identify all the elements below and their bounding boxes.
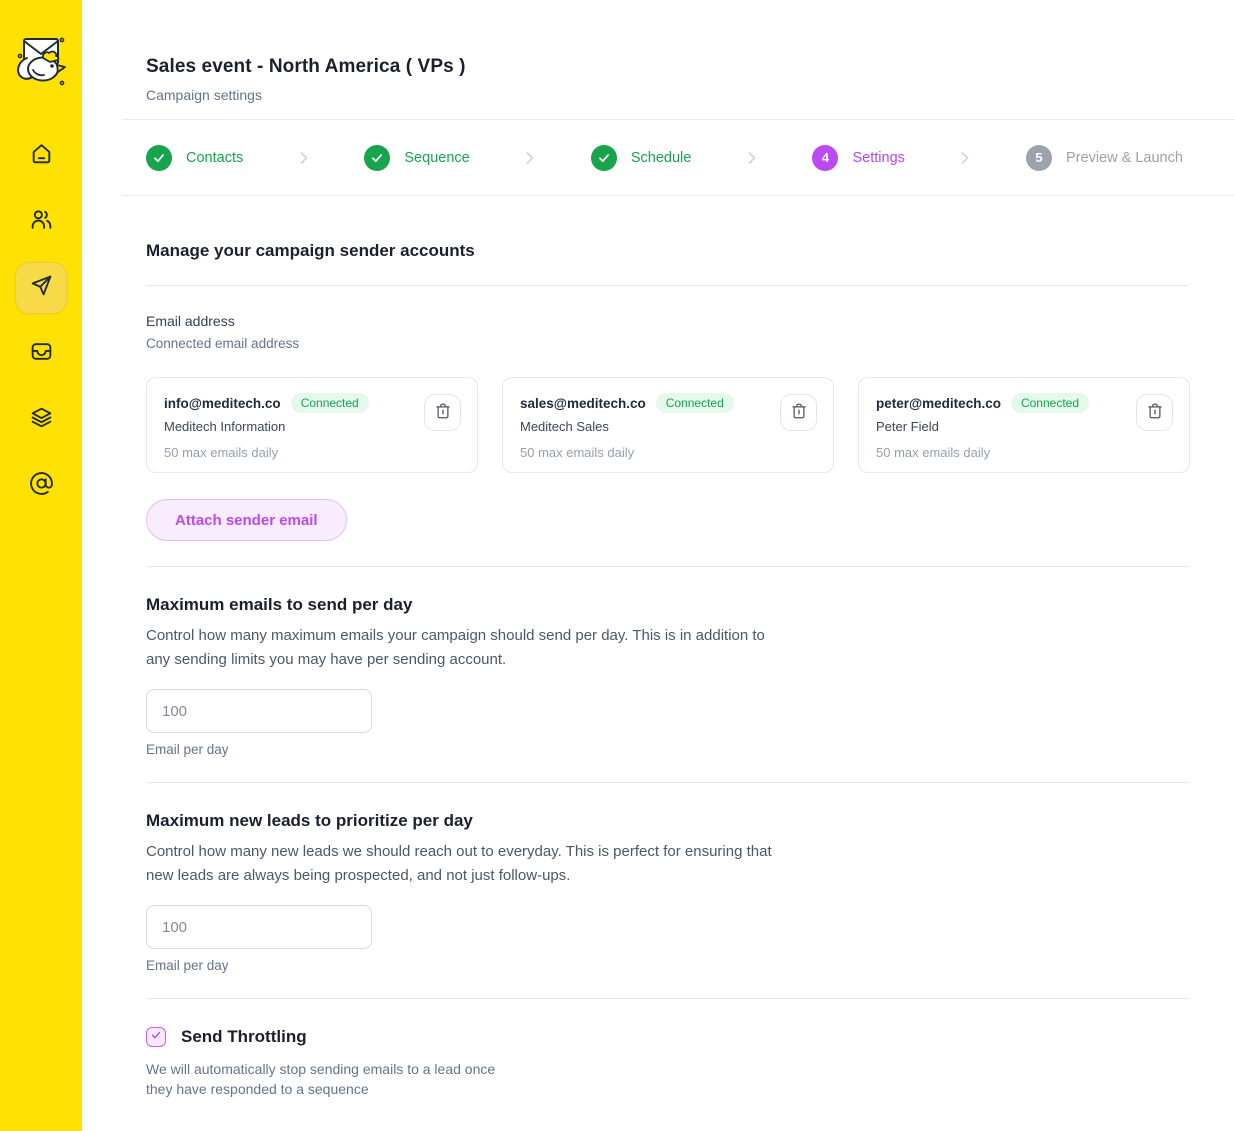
sender-limit: 50 max emails daily (876, 445, 991, 460)
send-icon (29, 273, 54, 303)
chevron-right-icon (742, 148, 762, 168)
sender-email: sales@meditech.co (520, 395, 646, 411)
sidebar-item-lists[interactable] (15, 394, 67, 446)
settings-content: Manage your campaign sender accounts Ema… (82, 241, 1190, 1099)
step-number-badge: 4 (812, 144, 839, 171)
sender-email: peter@meditech.co (876, 395, 1001, 411)
chevron-right-icon (955, 148, 975, 168)
app-logo[interactable] (13, 32, 69, 90)
status-badge: Connected (1010, 393, 1089, 413)
sidebar-item-home[interactable] (15, 130, 67, 182)
status-badge: Connected (655, 393, 734, 413)
delete-sender-button[interactable] (1136, 394, 1173, 431)
home-icon (29, 141, 54, 171)
step-label: Preview & Launch (1066, 149, 1183, 166)
page-header: Sales event - North America ( VPs ) Camp… (82, 0, 1235, 103)
status-badge: Connected (290, 393, 369, 413)
inbox-icon (29, 339, 54, 369)
sidebar-item-campaigns[interactable] (15, 262, 67, 314)
bird-mail-logo-icon (13, 37, 69, 94)
sender-card: info@meditech.co Connected Meditech Info… (146, 377, 478, 473)
trash-icon (1146, 402, 1164, 423)
attach-sender-email-button[interactable]: Attach sender email (146, 499, 347, 541)
layers-icon (29, 405, 54, 435)
step-contacts[interactable]: Contacts (146, 144, 244, 171)
max-emails-section: Maximum emails to send per day Control h… (146, 595, 1189, 757)
sender-card: sales@meditech.co Connected Meditech Sal… (502, 377, 834, 473)
check-circle-icon (590, 144, 617, 171)
divider (146, 566, 1189, 567)
sidebar (0, 0, 82, 1131)
sender-accounts-title: Manage your campaign sender accounts (146, 241, 475, 260)
max-leads-description: Control how many new leads we should rea… (146, 843, 772, 884)
step-label: Sequence (404, 149, 470, 166)
sender-name: Meditech Sales (520, 419, 609, 434)
max-leads-section: Maximum new leads to prioritize per day … (146, 811, 1189, 973)
send-throttling-section: Send Throttling We will automatically st… (146, 1027, 1189, 1099)
step-number-badge: 5 (1026, 144, 1053, 171)
max-emails-caption: Email per day (146, 742, 229, 757)
check-circle-icon (364, 144, 391, 171)
email-address-label: Email address (146, 313, 235, 329)
step-settings[interactable]: 4 Settings (812, 144, 905, 171)
delete-sender-button[interactable] (780, 394, 817, 431)
divider (146, 782, 1189, 783)
page-title: Sales event - North America ( VPs ) (146, 56, 466, 77)
chevron-right-icon (294, 148, 314, 168)
campaign-stepper: Contacts Sequence Schedule 4 Settings (122, 119, 1235, 196)
max-emails-title: Maximum emails to send per day (146, 595, 413, 614)
sender-name: Meditech Information (164, 419, 286, 434)
step-label: Settings (852, 149, 905, 166)
send-throttling-checkbox[interactable] (146, 1027, 166, 1047)
sender-limit: 50 max emails daily (164, 445, 279, 460)
max-leads-title: Maximum new leads to prioritize per day (146, 811, 473, 830)
sender-limit: 50 max emails daily (520, 445, 635, 460)
send-throttling-description: We will automatically stop sending email… (146, 1061, 496, 1097)
connected-email-sublabel: Connected email address (146, 336, 300, 351)
max-leads-input[interactable] (146, 905, 372, 949)
sidebar-item-inbox[interactable] (15, 328, 67, 380)
contacts-icon (29, 207, 54, 237)
sidebar-item-email-accounts[interactable] (15, 460, 67, 512)
sender-email: info@meditech.co (164, 395, 281, 411)
page-subtitle: Campaign settings (146, 87, 262, 103)
sidebar-nav (15, 130, 67, 512)
sidebar-item-contacts[interactable] (15, 196, 67, 248)
send-throttling-title: Send Throttling (181, 1027, 307, 1046)
main-area: Sales event - North America ( VPs ) Camp… (82, 0, 1235, 1099)
check-icon (150, 1028, 162, 1046)
step-schedule[interactable]: Schedule (590, 144, 692, 171)
max-emails-description: Control how many maximum emails your cam… (146, 627, 765, 668)
trash-icon (434, 402, 452, 423)
trash-icon (790, 402, 808, 423)
sender-name: Peter Field (876, 419, 939, 434)
divider (146, 285, 1189, 286)
step-preview-launch[interactable]: 5 Preview & Launch (1026, 144, 1183, 171)
sender-card: peter@meditech.co Connected Peter Field … (858, 377, 1190, 473)
step-sequence[interactable]: Sequence (364, 144, 470, 171)
delete-sender-button[interactable] (424, 394, 461, 431)
check-circle-icon (146, 144, 172, 171)
step-label: Contacts (186, 149, 244, 166)
chevron-right-icon (520, 148, 540, 168)
step-label: Schedule (630, 149, 692, 166)
max-emails-input[interactable] (146, 689, 372, 733)
at-sign-icon (29, 471, 54, 501)
max-leads-caption: Email per day (146, 958, 229, 973)
divider (146, 998, 1189, 999)
sender-account-cards: info@meditech.co Connected Meditech Info… (146, 377, 1190, 473)
